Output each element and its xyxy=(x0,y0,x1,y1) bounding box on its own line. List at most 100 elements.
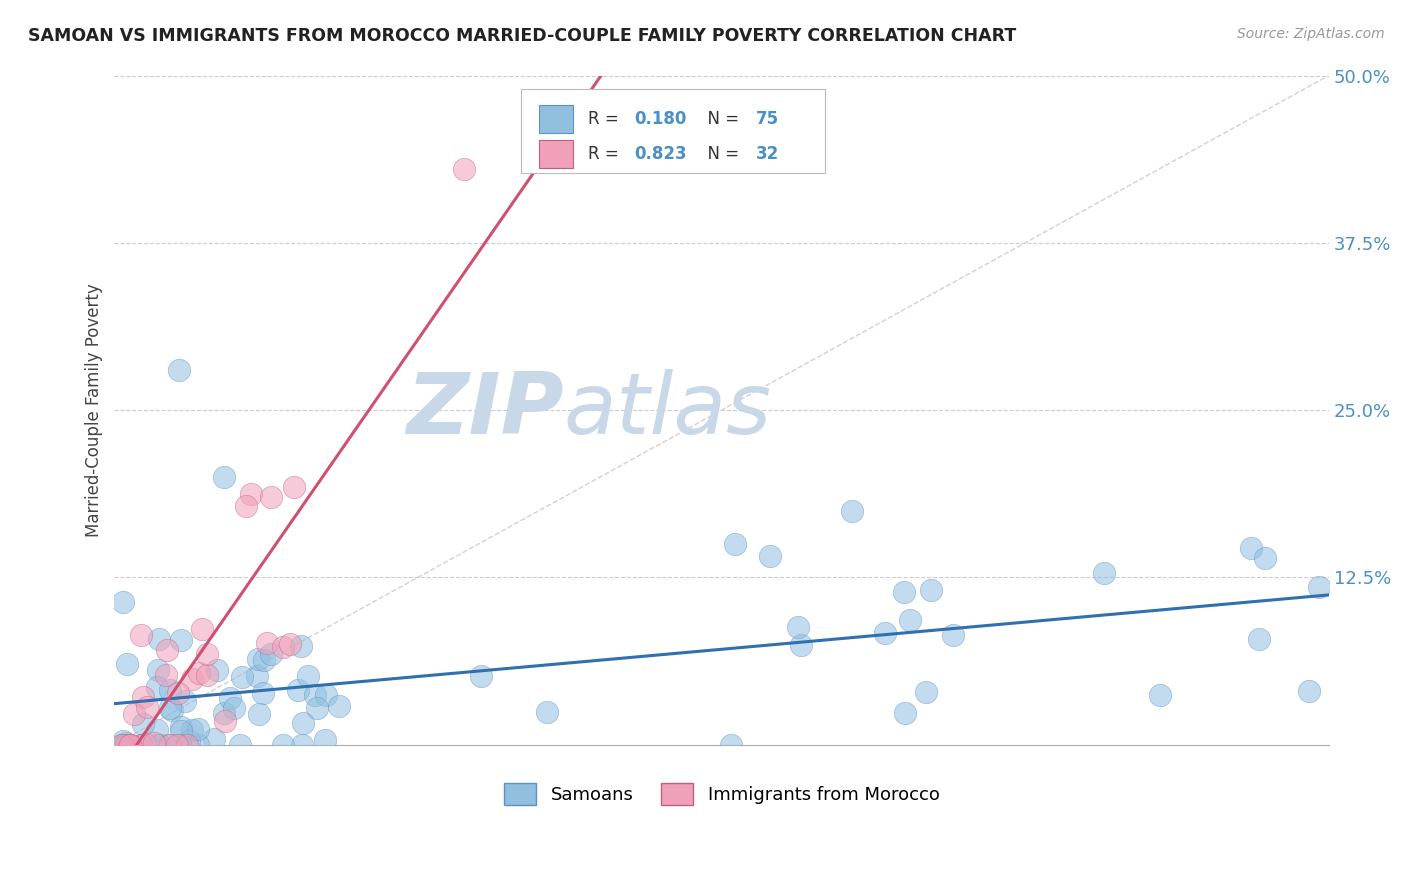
Point xyxy=(149,738,172,752)
Point xyxy=(146,680,169,694)
Point xyxy=(256,636,278,650)
Point xyxy=(187,665,209,680)
Point xyxy=(187,722,209,736)
Point xyxy=(146,738,169,752)
Y-axis label: Married-Couple Family Poverty: Married-Couple Family Poverty xyxy=(86,283,103,537)
Point xyxy=(132,690,155,705)
Text: atlas: atlas xyxy=(564,368,772,451)
Point xyxy=(118,738,141,752)
Point xyxy=(114,738,136,752)
Point xyxy=(240,487,263,501)
Point xyxy=(176,738,198,752)
Point xyxy=(135,700,157,714)
Text: N =: N = xyxy=(697,145,745,163)
Point xyxy=(1298,683,1320,698)
Point xyxy=(315,688,337,702)
Point xyxy=(120,738,142,752)
Point xyxy=(195,648,218,662)
Point xyxy=(131,716,153,731)
Point xyxy=(134,737,156,751)
Text: 0.823: 0.823 xyxy=(634,145,686,163)
Point xyxy=(1149,688,1171,702)
Point xyxy=(875,626,897,640)
Point xyxy=(191,622,214,636)
Point xyxy=(174,694,197,708)
Point xyxy=(143,736,166,750)
Point xyxy=(720,738,742,752)
Point xyxy=(219,691,242,706)
Point xyxy=(159,700,181,714)
Point xyxy=(166,738,188,752)
Point xyxy=(117,657,139,671)
Point xyxy=(112,734,135,748)
Point xyxy=(1308,580,1330,594)
Point xyxy=(253,653,276,667)
Point xyxy=(1247,632,1270,646)
Legend: Samoans, Immigrants from Morocco: Samoans, Immigrants from Morocco xyxy=(496,776,946,813)
Point xyxy=(271,738,294,752)
Point xyxy=(214,470,236,484)
Point xyxy=(291,738,314,752)
Point xyxy=(129,628,152,642)
Bar xyxy=(540,140,574,168)
Point xyxy=(180,723,202,737)
Point xyxy=(453,162,475,177)
Point xyxy=(155,668,177,682)
Point xyxy=(167,363,190,377)
Point xyxy=(118,738,141,752)
Point xyxy=(291,715,314,730)
Point xyxy=(247,706,270,721)
Point xyxy=(187,738,209,752)
Point xyxy=(146,723,169,738)
Point xyxy=(214,714,236,728)
Point xyxy=(169,720,191,734)
Text: SAMOAN VS IMMIGRANTS FROM MOROCCO MARRIED-COUPLE FAMILY POVERTY CORRELATION CHAR: SAMOAN VS IMMIGRANTS FROM MOROCCO MARRIE… xyxy=(28,27,1017,45)
Text: R =: R = xyxy=(588,111,624,128)
Text: 75: 75 xyxy=(755,111,779,128)
Point xyxy=(129,738,152,752)
Point xyxy=(893,585,915,599)
Point xyxy=(470,669,492,683)
Point xyxy=(246,652,269,666)
Point xyxy=(942,628,965,642)
Bar xyxy=(540,105,574,133)
Text: ZIP: ZIP xyxy=(406,368,564,451)
Point xyxy=(129,738,152,752)
Point xyxy=(231,670,253,684)
Text: 0.180: 0.180 xyxy=(634,111,686,128)
Point xyxy=(167,685,190,699)
Point xyxy=(283,481,305,495)
Point xyxy=(122,706,145,721)
Point xyxy=(787,620,810,634)
Point xyxy=(305,700,328,714)
Point xyxy=(202,731,225,746)
Point xyxy=(111,738,134,752)
Point xyxy=(110,738,132,752)
Text: N =: N = xyxy=(697,111,745,128)
Point xyxy=(260,490,283,504)
Point xyxy=(155,643,177,657)
Point xyxy=(222,700,245,714)
Point xyxy=(169,738,191,752)
Text: 32: 32 xyxy=(755,145,779,163)
Point xyxy=(112,738,135,752)
Point xyxy=(181,673,204,687)
Point xyxy=(157,738,180,752)
Point xyxy=(328,698,350,713)
Point xyxy=(205,663,228,677)
Point xyxy=(290,640,312,654)
Point xyxy=(179,734,201,748)
Point xyxy=(1240,541,1263,555)
Point xyxy=(1092,566,1115,580)
Point xyxy=(252,686,274,700)
Text: Source: ZipAtlas.com: Source: ZipAtlas.com xyxy=(1237,27,1385,41)
Point xyxy=(297,669,319,683)
Point xyxy=(115,736,138,750)
Point xyxy=(304,688,326,702)
Point xyxy=(914,685,936,699)
Point xyxy=(162,703,184,717)
Point xyxy=(536,705,558,719)
Point xyxy=(214,706,236,720)
Point xyxy=(898,613,921,627)
Point xyxy=(259,647,281,661)
